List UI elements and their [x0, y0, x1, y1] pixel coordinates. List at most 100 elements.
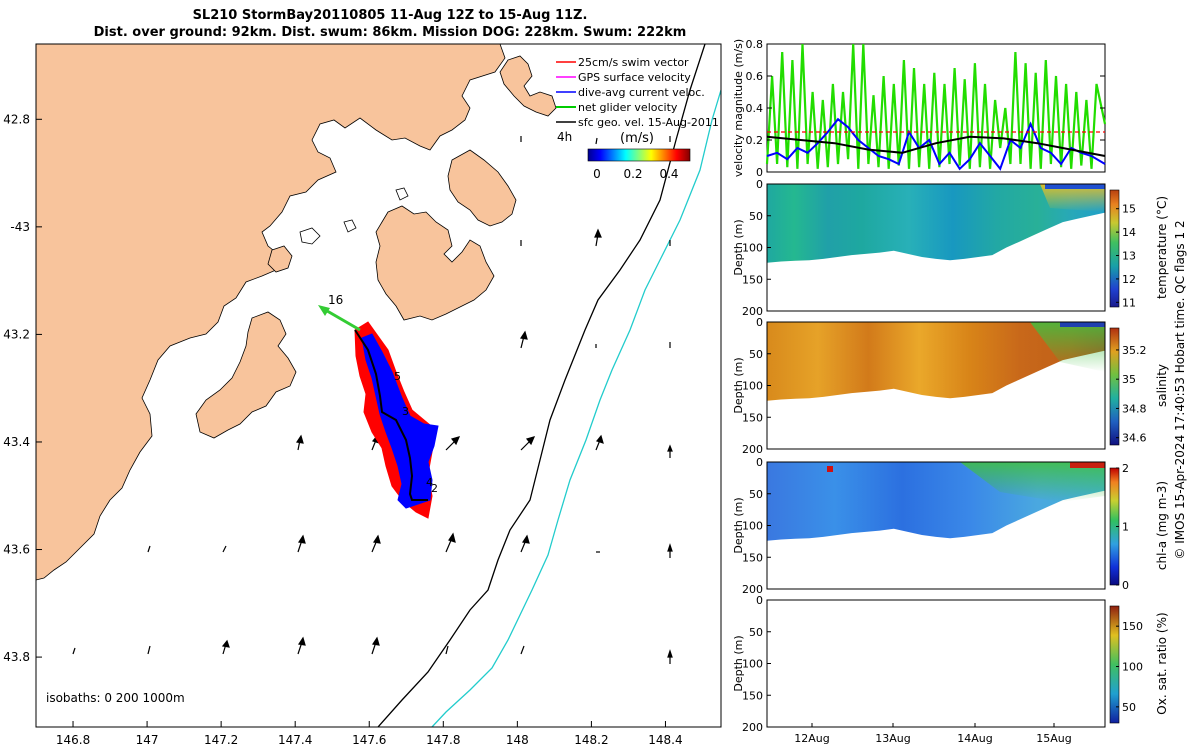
isobath-1000m — [431, 89, 721, 727]
legend-label: dive-avg current veloc. — [578, 86, 705, 99]
section-y-tick-label: 150 — [742, 411, 763, 424]
track-label: 4 — [426, 476, 433, 489]
net-glider-velocity-arrow — [321, 306, 361, 332]
section-background — [767, 600, 1105, 727]
net-glider-velocity-head — [318, 305, 330, 316]
section-y-tick-label: 200 — [742, 583, 763, 596]
land-maria-island — [499, 55, 557, 117]
map-content — [36, 44, 721, 727]
section-data-field — [767, 184, 1105, 263]
geo-arrow — [667, 444, 673, 458]
velocity-series — [765, 43, 1107, 171]
track-map: 16 5 3 4 2 25cm/s swim vector GPS surfac… — [3, 43, 722, 747]
colorbar-tick-label: 0 — [1122, 579, 1129, 592]
section-y-tick-label: 100 — [742, 380, 763, 393]
colorbar-tick-label: 34.6 — [1122, 432, 1147, 445]
section-ylabel: Depth (m) — [732, 497, 745, 553]
map-x-tick-label: 147.4 — [278, 733, 312, 747]
time-tick-label: 13Aug — [875, 732, 910, 745]
map-x-axis: 146.8 147 147.2 147.4 147.6 147.8 148 148.2 148.… — [56, 721, 683, 747]
geo-arrow — [371, 534, 381, 553]
colorbar-unit-label: (m/s) — [620, 131, 654, 146]
section-chl: 0 50 100 150 200 Depth (m) 0 1 2 chl-a (mg m-3) — [732, 456, 1169, 596]
map-x-tick-label: 147.8 — [426, 733, 460, 747]
section-time-axis: 12Aug 13Aug 14Aug 15Aug — [794, 723, 1072, 745]
map-x-tick-label: 148.4 — [648, 733, 682, 747]
track-label-start: 16 — [328, 293, 343, 307]
map-legend: 25cm/s swim vector GPS surface velocity … — [556, 56, 719, 181]
section-surface-bloom — [960, 462, 1105, 502]
colorbar-label: Ox. sat. ratio (%) — [1155, 612, 1169, 714]
velocity-panel: 0 0.2 0.4 0.6 0.8 velocity magnitude (m/s) — [732, 38, 1107, 179]
velocity-series-net-glider-velocity — [765, 43, 1107, 169]
land-small-islands — [299, 187, 409, 245]
velocity-y-tick-label: 0.8 — [746, 38, 764, 51]
section-y-tick-label: 0 — [756, 178, 763, 191]
geo-arrow — [147, 545, 151, 553]
imos-caption: © IMOS 15-Apr-2024 17:40:53 Hobart time.… — [1173, 220, 1187, 559]
legend-label: net glider velocity — [578, 101, 678, 114]
time-label: 4h — [557, 130, 572, 144]
section-y-tick-label: 50 — [749, 348, 763, 361]
track-label: 2 — [431, 482, 438, 495]
velocity-y-tick-label: 0 — [756, 166, 763, 179]
velocity-series-sfc-geo-vel- — [766, 135, 1106, 157]
section-colorbar — [1109, 189, 1120, 308]
section-sal: 0 50 100 150 200 Depth (m) 34.6 34.8 35 35.2 salin… — [732, 316, 1169, 456]
figure-title: SL210 StormBay20110805 11-Aug 12Z to 15-… — [0, 7, 780, 41]
velocity-y-tick-label: 0.4 — [746, 102, 764, 115]
map-y-tick-label: -43 — [10, 220, 30, 234]
colorbar-tick: 0.2 — [623, 167, 642, 181]
time-tick-label: 12Aug — [794, 732, 829, 745]
legend-label: sfc geo. vel. 15-Aug-2011 — [578, 116, 719, 129]
colorbar-label: temperature (°C) — [1155, 196, 1169, 299]
land-forestier-peninsula — [375, 205, 495, 321]
geo-arrow — [72, 647, 76, 655]
geo-arrow — [295, 434, 304, 451]
section-y-tick-label: 200 — [742, 443, 763, 456]
colorbar-tick-label: 11 — [1122, 296, 1136, 309]
geo-arrow — [297, 636, 306, 655]
map-x-tick-label: 147 — [136, 733, 159, 747]
geo-arrow — [297, 534, 306, 553]
colorbar-tick-label: 100 — [1122, 661, 1143, 674]
colorbar-tick: 0.4 — [659, 167, 678, 181]
isobath-200m — [377, 44, 706, 727]
section-surface-warm — [1040, 184, 1105, 212]
colorbar-label: chl-a (mg m-3) — [1155, 481, 1169, 570]
section-surface-high-chl — [1070, 462, 1105, 468]
legend-label: 25cm/s swim vector — [578, 56, 689, 69]
velocity-ylabel: velocity magnitude (m/s) — [732, 39, 745, 177]
map-x-tick-label: 147.2 — [204, 733, 238, 747]
geo-arrow — [667, 649, 673, 664]
colorbar-tick-label: 34.8 — [1122, 402, 1147, 415]
section-y-tick-label: 200 — [742, 721, 763, 734]
map-x-tick-label: 147.6 — [352, 733, 386, 747]
map-y-tick-label: 43.2 — [3, 327, 30, 341]
velocity-y-tick-label: 0.2 — [746, 134, 764, 147]
section-y-tick-label: 150 — [742, 551, 763, 564]
glider-track — [318, 305, 439, 519]
colorbar-tick-label: 35.2 — [1122, 344, 1147, 357]
colorbar-tick-label: 13 — [1122, 250, 1136, 263]
section-colorbar — [1109, 605, 1120, 724]
geo-arrow — [445, 645, 449, 655]
section-y-tick-label: 50 — [749, 210, 763, 223]
colorbar-label: salinity — [1155, 364, 1169, 407]
section-surface-fresh — [1030, 322, 1105, 372]
colorbar-tick: 0 — [593, 167, 601, 181]
section-y-tick-label: 100 — [742, 242, 763, 255]
land-bruny-island — [195, 311, 297, 439]
geo-arrow — [520, 645, 525, 655]
current-vector-cloud — [361, 333, 439, 509]
section-y-tick-label: 100 — [742, 520, 763, 533]
map-x-tick-label: 148.2 — [574, 733, 608, 747]
section-colorbar — [1109, 327, 1120, 446]
land-freycinet — [447, 149, 517, 227]
colorbar-tick-label: 14 — [1122, 226, 1136, 239]
geo-arrow — [520, 436, 536, 451]
map-x-tick-label: 146.8 — [56, 733, 90, 747]
section-y-tick-label: 100 — [742, 658, 763, 671]
geo-arrow — [445, 532, 456, 553]
